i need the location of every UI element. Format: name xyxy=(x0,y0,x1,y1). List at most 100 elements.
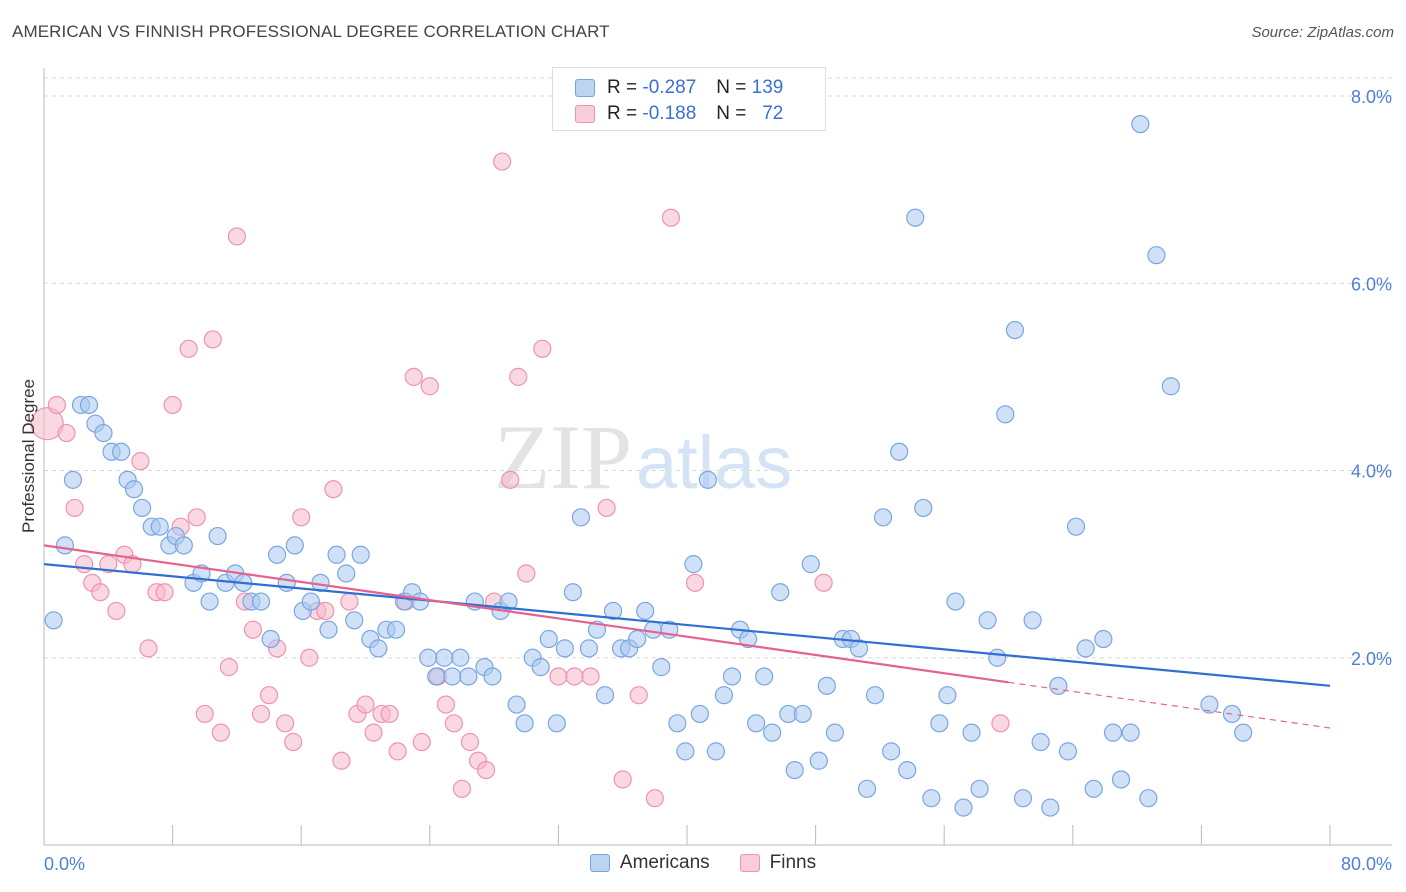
american-point xyxy=(351,545,370,564)
finn-point xyxy=(613,770,632,789)
american-point xyxy=(825,723,844,742)
finn-point xyxy=(139,639,158,658)
finns-r-label: R = xyxy=(607,103,638,124)
american-point xyxy=(200,592,219,611)
chart-title: AMERICAN VS FINNISH PROFESSIONAL DEGREE … xyxy=(12,22,610,41)
american-point xyxy=(698,470,717,489)
american-point xyxy=(261,629,280,649)
finn-point xyxy=(243,620,263,639)
finn-point xyxy=(476,760,496,780)
american-point xyxy=(890,442,909,461)
finn-point xyxy=(380,704,399,724)
american-point xyxy=(988,648,1007,667)
finns-swatch xyxy=(575,105,595,123)
finn-point xyxy=(91,583,110,602)
american-point xyxy=(865,686,885,705)
y-tick-label: 8.0% xyxy=(1351,87,1392,107)
american-point xyxy=(44,611,63,630)
finn-point xyxy=(155,583,174,602)
finn-point xyxy=(75,555,94,574)
finn-point xyxy=(187,508,206,527)
american-point xyxy=(1234,723,1253,742)
finns-trend-extension xyxy=(1008,681,1331,729)
american-point xyxy=(483,667,502,686)
american-point xyxy=(1041,798,1060,817)
y-axis-label: Professional Degree xyxy=(19,379,38,533)
american-point xyxy=(63,470,83,489)
finn-point xyxy=(533,339,552,358)
american-point xyxy=(595,686,615,705)
american-point xyxy=(124,480,144,499)
american-point xyxy=(882,742,901,761)
american-point xyxy=(427,667,446,686)
american-point xyxy=(722,667,742,686)
finn-point xyxy=(259,686,279,705)
finn-point xyxy=(517,564,536,583)
american-point xyxy=(319,620,338,639)
american-point xyxy=(1023,611,1042,630)
american-point xyxy=(1013,789,1033,808)
finn-point xyxy=(444,714,464,733)
american-point xyxy=(1031,732,1050,752)
american-point xyxy=(684,555,703,574)
watermark-atlas: atlas xyxy=(636,421,792,504)
americans-swatch xyxy=(575,79,595,97)
finns-legend-label: Finns xyxy=(769,852,817,873)
american-point xyxy=(978,611,997,630)
american-point xyxy=(1131,114,1150,134)
american-point xyxy=(547,714,566,733)
finn-point xyxy=(661,208,681,227)
american-point xyxy=(914,498,933,518)
y-tick-label: 6.0% xyxy=(1351,274,1392,294)
american-point xyxy=(763,723,782,742)
american-point xyxy=(531,658,550,677)
americans-r-value: -0.287 xyxy=(642,77,697,98)
americans-legend-swatch xyxy=(589,854,610,872)
finn-point xyxy=(991,714,1010,733)
american-point xyxy=(706,742,726,761)
finns-trend-line xyxy=(43,544,1009,684)
american-point xyxy=(1076,639,1095,658)
finn-point xyxy=(47,395,66,415)
american-point xyxy=(676,742,695,761)
american-point xyxy=(337,564,356,583)
american-point xyxy=(1161,377,1180,396)
finn-point xyxy=(227,227,246,246)
american-point xyxy=(507,695,526,714)
american-point xyxy=(970,779,989,798)
finn-point xyxy=(332,751,351,770)
american-point xyxy=(79,395,99,415)
american-point xyxy=(132,498,152,518)
american-point xyxy=(652,658,671,677)
american-point xyxy=(996,405,1015,424)
american-point xyxy=(435,648,454,667)
american-point xyxy=(1139,789,1158,808)
finn-point xyxy=(814,573,833,592)
finn-point xyxy=(645,789,664,808)
american-point xyxy=(801,555,820,574)
finn-point xyxy=(30,407,64,441)
finns-legend-swatch xyxy=(739,854,760,872)
grid-lines xyxy=(44,77,1392,659)
americans-legend-label: Americans xyxy=(619,852,710,873)
finn-point xyxy=(292,508,311,527)
finn-point xyxy=(404,367,423,386)
finn-point xyxy=(501,470,520,489)
american-point xyxy=(208,526,227,546)
series-legend: Americans Finns xyxy=(0,852,1406,874)
american-point xyxy=(277,573,296,592)
legend-row-americans: R = -0.287 N = 139 xyxy=(575,76,783,100)
american-point xyxy=(1103,723,1123,742)
finn-point xyxy=(179,339,198,358)
american-point xyxy=(443,667,462,686)
american-point xyxy=(411,592,430,611)
american-point xyxy=(267,545,287,564)
americans-n-value: 139 xyxy=(751,77,784,98)
american-point xyxy=(563,583,582,602)
chart-source: Source: ZipAtlas.com xyxy=(1251,24,1394,41)
american-point xyxy=(1066,517,1086,536)
finn-point xyxy=(549,667,568,686)
american-point xyxy=(1005,320,1025,340)
axes xyxy=(43,68,1392,846)
